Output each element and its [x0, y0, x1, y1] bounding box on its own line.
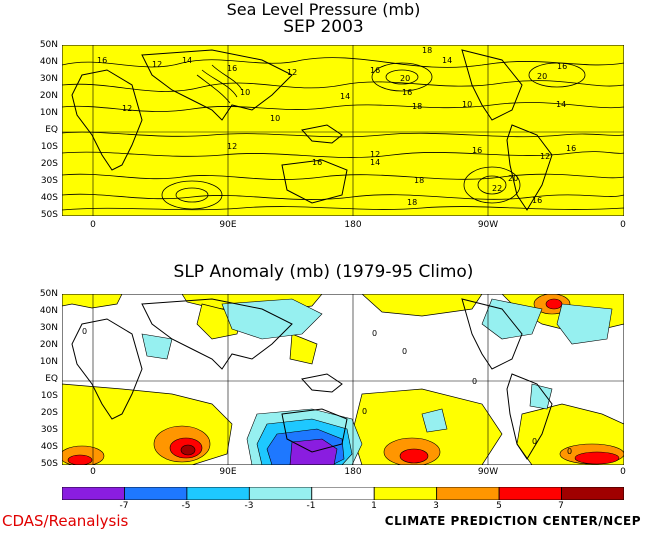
- contour-label: 16: [566, 144, 576, 153]
- lon-label: 90E: [219, 467, 237, 477]
- contour-label: 16: [557, 62, 567, 71]
- lon-label: 180: [344, 467, 362, 477]
- lat-label: 50N: [39, 40, 58, 50]
- contour-label: 18: [407, 198, 417, 207]
- colorbar-swatch: [186, 487, 250, 500]
- lat-label: 10S: [40, 142, 58, 152]
- contour-label: 14: [340, 92, 350, 101]
- lon-label: 0: [620, 467, 626, 477]
- contour-label: 20: [400, 74, 410, 83]
- contour-label: 14: [442, 56, 452, 65]
- colorbar-swatch: [248, 487, 313, 500]
- lat-label: 30N: [39, 74, 58, 84]
- colorbar-swatch: [311, 487, 375, 500]
- lat-label: 20N: [39, 91, 58, 101]
- contour-label: 12: [122, 104, 132, 113]
- lat-label: 30S: [40, 176, 58, 186]
- lat-label: 50S: [40, 459, 58, 469]
- contour-label: 10: [270, 114, 280, 123]
- contour-label: 12: [540, 152, 550, 161]
- contour-label: 0: [532, 437, 537, 446]
- colorbar-swatch: [373, 487, 438, 500]
- lat-label: 40N: [39, 57, 58, 67]
- colorbar-label: -1: [306, 501, 316, 511]
- lon-label: 0: [620, 220, 626, 230]
- contour-label: 10: [462, 100, 472, 109]
- sea-level-pressure-map: 16 12 14 16 12 18 14 20 16 20 16 14 10 1…: [62, 45, 624, 216]
- lon-label: 0: [90, 467, 96, 477]
- contour-label: 16: [97, 56, 107, 65]
- contour-label: 14: [556, 100, 566, 109]
- contour-label: 0: [472, 377, 477, 386]
- contour-label: 22: [492, 184, 502, 193]
- contour-label: 0: [372, 329, 377, 338]
- lat-label: 20N: [39, 340, 58, 350]
- contour-label: 14: [370, 158, 380, 167]
- slp-anomaly-map: 0 0 0 0 0 0 0: [62, 294, 624, 465]
- lat-label: 40S: [40, 193, 58, 203]
- contour-label: 20: [508, 174, 518, 183]
- lat-label: EQ: [45, 374, 58, 384]
- lat-label: 50N: [39, 289, 58, 299]
- lat-label: 10S: [40, 391, 58, 401]
- credit-cpc-ncep: CLIMATE PREDICTION CENTER/NCEP: [384, 514, 641, 528]
- contour-label: 20: [537, 72, 547, 81]
- contour-label: 16: [472, 146, 482, 155]
- bottom-panel-title: SLP Anomaly (mb) (1979-95 Climo): [173, 262, 474, 282]
- lat-label: 30N: [39, 323, 58, 333]
- colorbar-swatch: [62, 487, 125, 500]
- contour-label: 18: [414, 176, 424, 185]
- top-panel-subtitle: SEP 2003: [283, 17, 364, 37]
- colorbar-label: 5: [496, 501, 502, 511]
- contour-label: 18: [412, 102, 422, 111]
- contour-label: 0: [362, 407, 367, 416]
- contour-label: 16: [532, 196, 542, 205]
- lat-label: 10N: [39, 108, 58, 118]
- contour-label: 0: [402, 347, 407, 356]
- lat-label: 40N: [39, 306, 58, 316]
- lat-label: 10N: [39, 357, 58, 367]
- contour-label: 14: [182, 56, 192, 65]
- lat-label: 30S: [40, 425, 58, 435]
- contour-label: 10: [240, 88, 250, 97]
- colorbar-label: -5: [181, 501, 191, 511]
- colorbar-swatch: [124, 487, 188, 500]
- lat-label: EQ: [45, 125, 58, 135]
- lon-label: 90W: [477, 467, 499, 477]
- lat-label: 20S: [40, 159, 58, 169]
- colorbar-label: -7: [119, 501, 129, 511]
- colorbar-label: 3: [433, 501, 439, 511]
- lat-label: 40S: [40, 442, 58, 452]
- colorbar-swatch: [436, 487, 500, 500]
- contour-label: 12: [287, 68, 297, 77]
- colorbar-swatch: [498, 487, 562, 500]
- contour-label: 16: [227, 64, 237, 73]
- contour-label: 12: [227, 142, 237, 151]
- colorbar-swatch: [561, 487, 624, 500]
- colorbar-label: 7: [558, 501, 564, 511]
- lat-label: 20S: [40, 408, 58, 418]
- colorbar-label: 1: [371, 501, 377, 511]
- lon-label: 0: [90, 220, 96, 230]
- contour-label: 12: [152, 60, 162, 69]
- contour-label: 16: [370, 66, 380, 75]
- contour-label: 16: [402, 88, 412, 97]
- contour-label: 16: [312, 158, 322, 167]
- colorbar-label: -3: [244, 501, 254, 511]
- lon-label: 180: [344, 220, 362, 230]
- lon-label: 90E: [219, 220, 237, 230]
- colorbar: [62, 487, 624, 500]
- lon-label: 90W: [477, 220, 499, 230]
- lat-label: 50S: [40, 210, 58, 220]
- contour-label: 12: [370, 150, 380, 159]
- contour-label: 0: [567, 447, 572, 456]
- top-panel-title: Sea Level Pressure (mb): [226, 0, 421, 19]
- contour-label: 18: [422, 46, 432, 55]
- credit-cdas: CDAS/Reanalysis: [2, 512, 129, 530]
- contour-label: 0: [82, 327, 87, 336]
